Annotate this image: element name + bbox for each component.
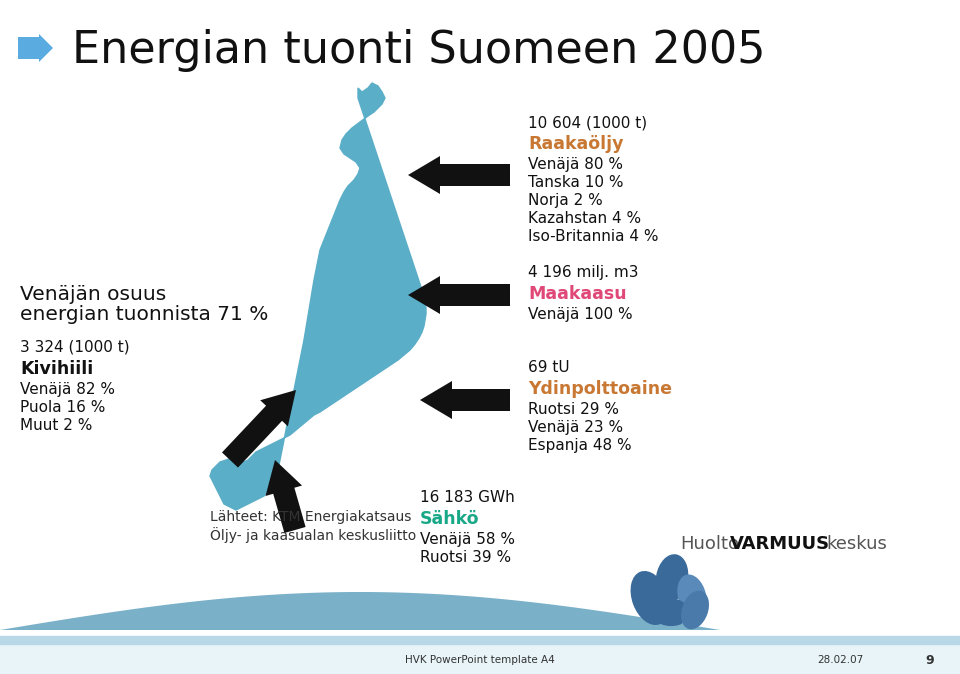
Text: VARMUUS: VARMUUS bbox=[730, 535, 830, 553]
Ellipse shape bbox=[656, 554, 688, 602]
Text: keskus: keskus bbox=[826, 535, 887, 553]
Text: Venäjä 80 %: Venäjä 80 % bbox=[528, 157, 623, 172]
Text: HVK PowerPoint template A4: HVK PowerPoint template A4 bbox=[405, 655, 555, 665]
Text: Sähkö: Sähkö bbox=[420, 510, 479, 528]
Text: Maakaasu: Maakaasu bbox=[528, 285, 627, 303]
Text: 16 183 GWh: 16 183 GWh bbox=[420, 490, 515, 505]
Text: energian tuonnista 71 %: energian tuonnista 71 % bbox=[20, 305, 269, 324]
Ellipse shape bbox=[678, 574, 707, 617]
Ellipse shape bbox=[650, 598, 690, 626]
Ellipse shape bbox=[681, 590, 709, 630]
Text: Muut 2 %: Muut 2 % bbox=[20, 418, 92, 433]
Text: Venäjä 82 %: Venäjä 82 % bbox=[20, 382, 115, 397]
Text: 10 604 (1000 t): 10 604 (1000 t) bbox=[528, 115, 647, 130]
Text: Venäjän osuus: Venäjän osuus bbox=[20, 285, 166, 304]
Text: 28.02.07: 28.02.07 bbox=[817, 655, 863, 665]
Polygon shape bbox=[210, 83, 426, 510]
Text: Venäjä 100 %: Venäjä 100 % bbox=[528, 307, 633, 322]
Text: 3 324 (1000 t): 3 324 (1000 t) bbox=[20, 340, 130, 355]
Text: Raakaöljy: Raakaöljy bbox=[528, 135, 623, 153]
Text: Puola 16 %: Puola 16 % bbox=[20, 400, 106, 415]
Text: 69 tU: 69 tU bbox=[528, 360, 569, 375]
FancyArrow shape bbox=[420, 381, 510, 419]
Text: Tanska 10 %: Tanska 10 % bbox=[528, 175, 623, 190]
Text: Lähteet: KTM Energiakatsaus
Öljy- ja kaasualan keskusliitto: Lähteet: KTM Energiakatsaus Öljy- ja kaa… bbox=[210, 510, 417, 543]
Text: Venäjä 23 %: Venäjä 23 % bbox=[528, 420, 623, 435]
PathPatch shape bbox=[0, 592, 720, 674]
Text: Huolto: Huolto bbox=[680, 535, 739, 553]
FancyArrow shape bbox=[266, 460, 305, 533]
Text: 9: 9 bbox=[925, 654, 934, 667]
Text: Energian tuonti Suomeen 2005: Energian tuonti Suomeen 2005 bbox=[72, 28, 765, 71]
Text: Venäjä 58 %: Venäjä 58 % bbox=[420, 532, 515, 547]
Text: Ydinpolttoaine: Ydinpolttoaine bbox=[528, 380, 672, 398]
Text: Norja 2 %: Norja 2 % bbox=[528, 193, 603, 208]
Text: Iso-Britannia 4 %: Iso-Britannia 4 % bbox=[528, 229, 659, 244]
FancyArrow shape bbox=[222, 390, 296, 468]
Text: Kivihiili: Kivihiili bbox=[20, 360, 93, 378]
FancyArrow shape bbox=[408, 156, 510, 194]
Text: Espanja 48 %: Espanja 48 % bbox=[528, 438, 632, 453]
Ellipse shape bbox=[631, 571, 669, 625]
Text: 4 196 milj. m3: 4 196 milj. m3 bbox=[528, 265, 638, 280]
Text: Ruotsi 39 %: Ruotsi 39 % bbox=[420, 550, 511, 565]
Text: Ruotsi 29 %: Ruotsi 29 % bbox=[528, 402, 619, 417]
FancyArrow shape bbox=[18, 34, 53, 62]
Text: Kazahstan 4 %: Kazahstan 4 % bbox=[528, 211, 641, 226]
FancyArrow shape bbox=[408, 276, 510, 314]
